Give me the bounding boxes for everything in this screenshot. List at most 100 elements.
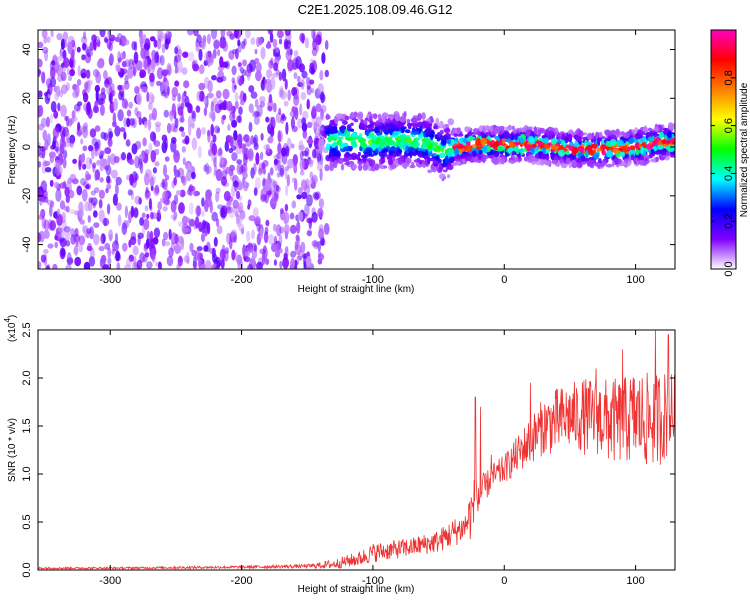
spectrogram-cell [235,190,241,200]
spectrogram-cell [72,158,77,164]
spectrogram-cell [598,131,603,139]
spectrogram-cell [54,146,59,152]
spectrogram-cell [476,131,481,136]
spectrogram-cell [186,170,192,182]
spectrogram-cell [267,105,273,111]
spectrogram-cell [78,208,84,218]
spectrogram-cell [667,122,674,131]
spectrogram-cell [315,103,322,113]
spectrogram-cell [117,109,124,122]
spectrogram-cell [221,169,227,180]
spectrogram-cell [177,106,184,116]
spectrogram-cell [301,70,308,79]
spectrogram-cell [44,139,49,151]
spectrogram-cell [57,102,61,112]
spectrogram-cell [113,98,118,111]
spectrogram-cell [420,144,428,150]
spectrogram-cell [225,166,230,175]
spectrogram-cell [173,164,177,175]
spectrogram-cell [90,197,98,206]
spectrogram-cell [251,229,255,240]
spectrogram-cell [380,125,387,132]
spectrogram-cell [86,46,91,58]
spectrogram-cell [299,150,304,161]
spectrogram-cell [294,240,299,251]
svg-text:(x104): (x104) [3,315,18,342]
spectrogram-cell [311,148,317,159]
spectrogram-cell [309,171,314,180]
spectrogram-cell [69,209,76,215]
spectrogram-cell [38,104,44,117]
spectrogram-cell [59,237,67,248]
spectrogram-cell [191,137,198,151]
spectrogram-cell [331,158,335,162]
spectrogram-cell [276,224,282,237]
spectrogram-cell [269,167,274,176]
spectrogram-cell [82,163,87,170]
spectrogram-cell [159,32,166,39]
spectrogram-cell [306,85,312,96]
spectrogram-cell [334,117,338,124]
spectrogram-cell [200,233,206,243]
spectrogram-cell [69,136,74,148]
colorbar-tick-label: 0.2 [723,214,735,229]
spectrogram-cell [43,229,50,239]
spectrogram-cell [457,145,465,149]
spectrogram-cell [558,149,565,157]
spectrogram-cell [329,123,334,127]
spectrogram-cell [433,142,439,147]
spectrogram-cell [440,147,444,153]
spectrogram-cell [230,145,237,151]
spectrogram-cell [575,135,582,142]
spectrogram-cell [208,149,212,157]
spectrogram-cell [206,165,212,174]
spectrogram-cell [411,152,417,156]
spectrogram-cell [477,159,482,164]
spectrogram-cell [88,145,94,152]
spectrogram-cell [213,236,218,247]
spectrogram-cell [409,164,416,169]
spectrogram-cell [68,75,72,82]
spectrogram-cell [195,44,200,52]
spectrogram-cell [170,241,175,252]
spectrogram-cell [141,212,146,219]
spectrogram-cell [140,47,146,60]
spectrogram-cell [60,38,65,50]
spectrogram-cell [55,163,60,177]
spectrogram-cell [134,140,142,150]
spectrogram-cell [299,169,305,176]
spectrogram-cell [140,37,144,50]
spectrogram-cell [105,188,109,194]
spectrogram-cell [478,149,483,155]
spectrogram-cell [297,187,303,195]
spectrogram-cell [304,37,309,49]
spectrogram-cell [158,261,162,269]
colorbar-tick-label: 0.8 [723,70,735,85]
spectrogram-cell [640,142,647,148]
spectrogram-cell [527,154,535,163]
spectrogram-cell [394,113,399,121]
spectrogram-cell [318,198,325,209]
spectrogram-cell [94,100,98,113]
spectrogram-cell [237,62,242,68]
spectrogram-cell [333,160,338,169]
spectrogram-cell [276,172,281,178]
spectrogram-cell [433,125,438,130]
spectrogram-cell [228,168,234,177]
spectrogram-cell [640,146,644,154]
spectrogram-cell [40,254,47,263]
spectrogram-cell [341,142,349,147]
spectrogram-cell [465,156,472,161]
spectrogram-cell [164,174,170,181]
spectrogram-cell [500,156,505,165]
spectrogram-cell [524,156,531,160]
spectrogram-cell [583,132,587,136]
spectrogram-cell [163,198,171,206]
spectrogram-cell [250,167,255,179]
spectrogram-cell [163,109,169,118]
spectrogram-cell [432,147,437,151]
spectrogram-cell [62,219,67,232]
spectrogram-cell [283,224,290,236]
spectrogram-cell [177,255,183,267]
spectrogram-cell [305,256,312,268]
